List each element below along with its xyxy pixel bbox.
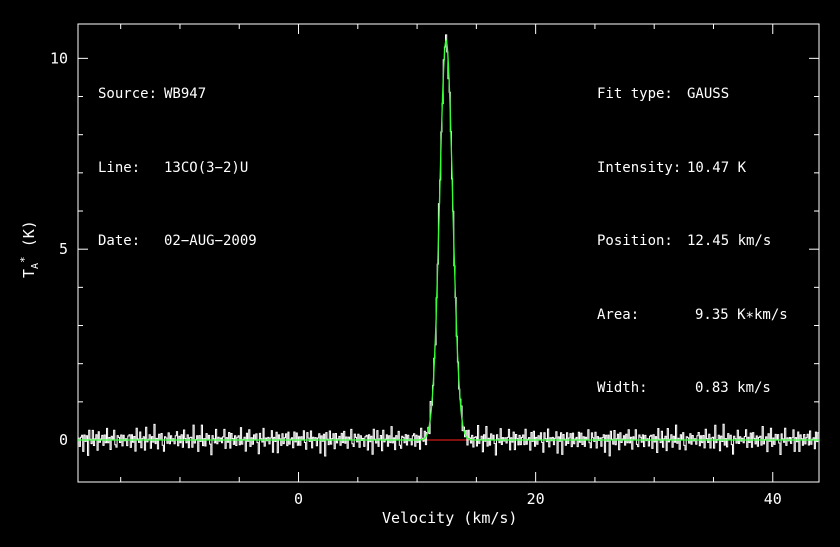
date-value: 02−AUG−2009 bbox=[164, 233, 257, 249]
y-tick-label: 5 bbox=[59, 240, 68, 258]
fit-type-value: GAUSS bbox=[687, 86, 730, 102]
plot-frame bbox=[77, 23, 820, 483]
x-tick-label: 20 bbox=[527, 490, 545, 508]
y-tick-label: 10 bbox=[50, 49, 68, 67]
y-axis-unit: (K) bbox=[20, 220, 38, 248]
x-tick-label: 0 bbox=[294, 490, 303, 508]
source-value: WB947 bbox=[164, 86, 207, 102]
y-axis-superscript: * bbox=[18, 256, 31, 263]
x-tick-label: 40 bbox=[764, 490, 782, 508]
gaussian-fit-line bbox=[78, 38, 819, 441]
x-axis-label: Velocity (km/s) bbox=[382, 509, 518, 527]
intensity-label: Intensity: bbox=[597, 159, 682, 176]
width-label: Width: bbox=[597, 380, 648, 396]
fit-type-label: Fit type: bbox=[597, 86, 673, 102]
width-value: 0.83 km/s bbox=[695, 380, 771, 396]
position-label: Position: bbox=[597, 233, 673, 249]
y-tick-label: 0 bbox=[59, 431, 68, 449]
date-label: Date: bbox=[98, 233, 141, 249]
fit-info-panel: Fit type: GAUSS Intensity: 10.47 K Positio… bbox=[597, 33, 788, 425]
y-axis-symbol: T bbox=[20, 268, 38, 278]
line-label: Line: bbox=[98, 159, 141, 176]
area-label: Area: bbox=[597, 306, 640, 323]
source-label: Source: bbox=[98, 86, 158, 102]
area-value: 9.35 K∗km/s bbox=[695, 306, 788, 323]
y-axis-subscript: A bbox=[30, 262, 41, 269]
position-value: 12.45 km/s bbox=[687, 233, 772, 249]
line-value: 13CO(3−2)U bbox=[164, 159, 249, 176]
y-axis-label: TA* (K) bbox=[18, 220, 41, 278]
intensity-value: 10.47 K bbox=[687, 159, 747, 176]
source-info-panel: Source: WB947 Line: 13CO(3−2)U Date: 02−AUG… bbox=[98, 33, 257, 278]
